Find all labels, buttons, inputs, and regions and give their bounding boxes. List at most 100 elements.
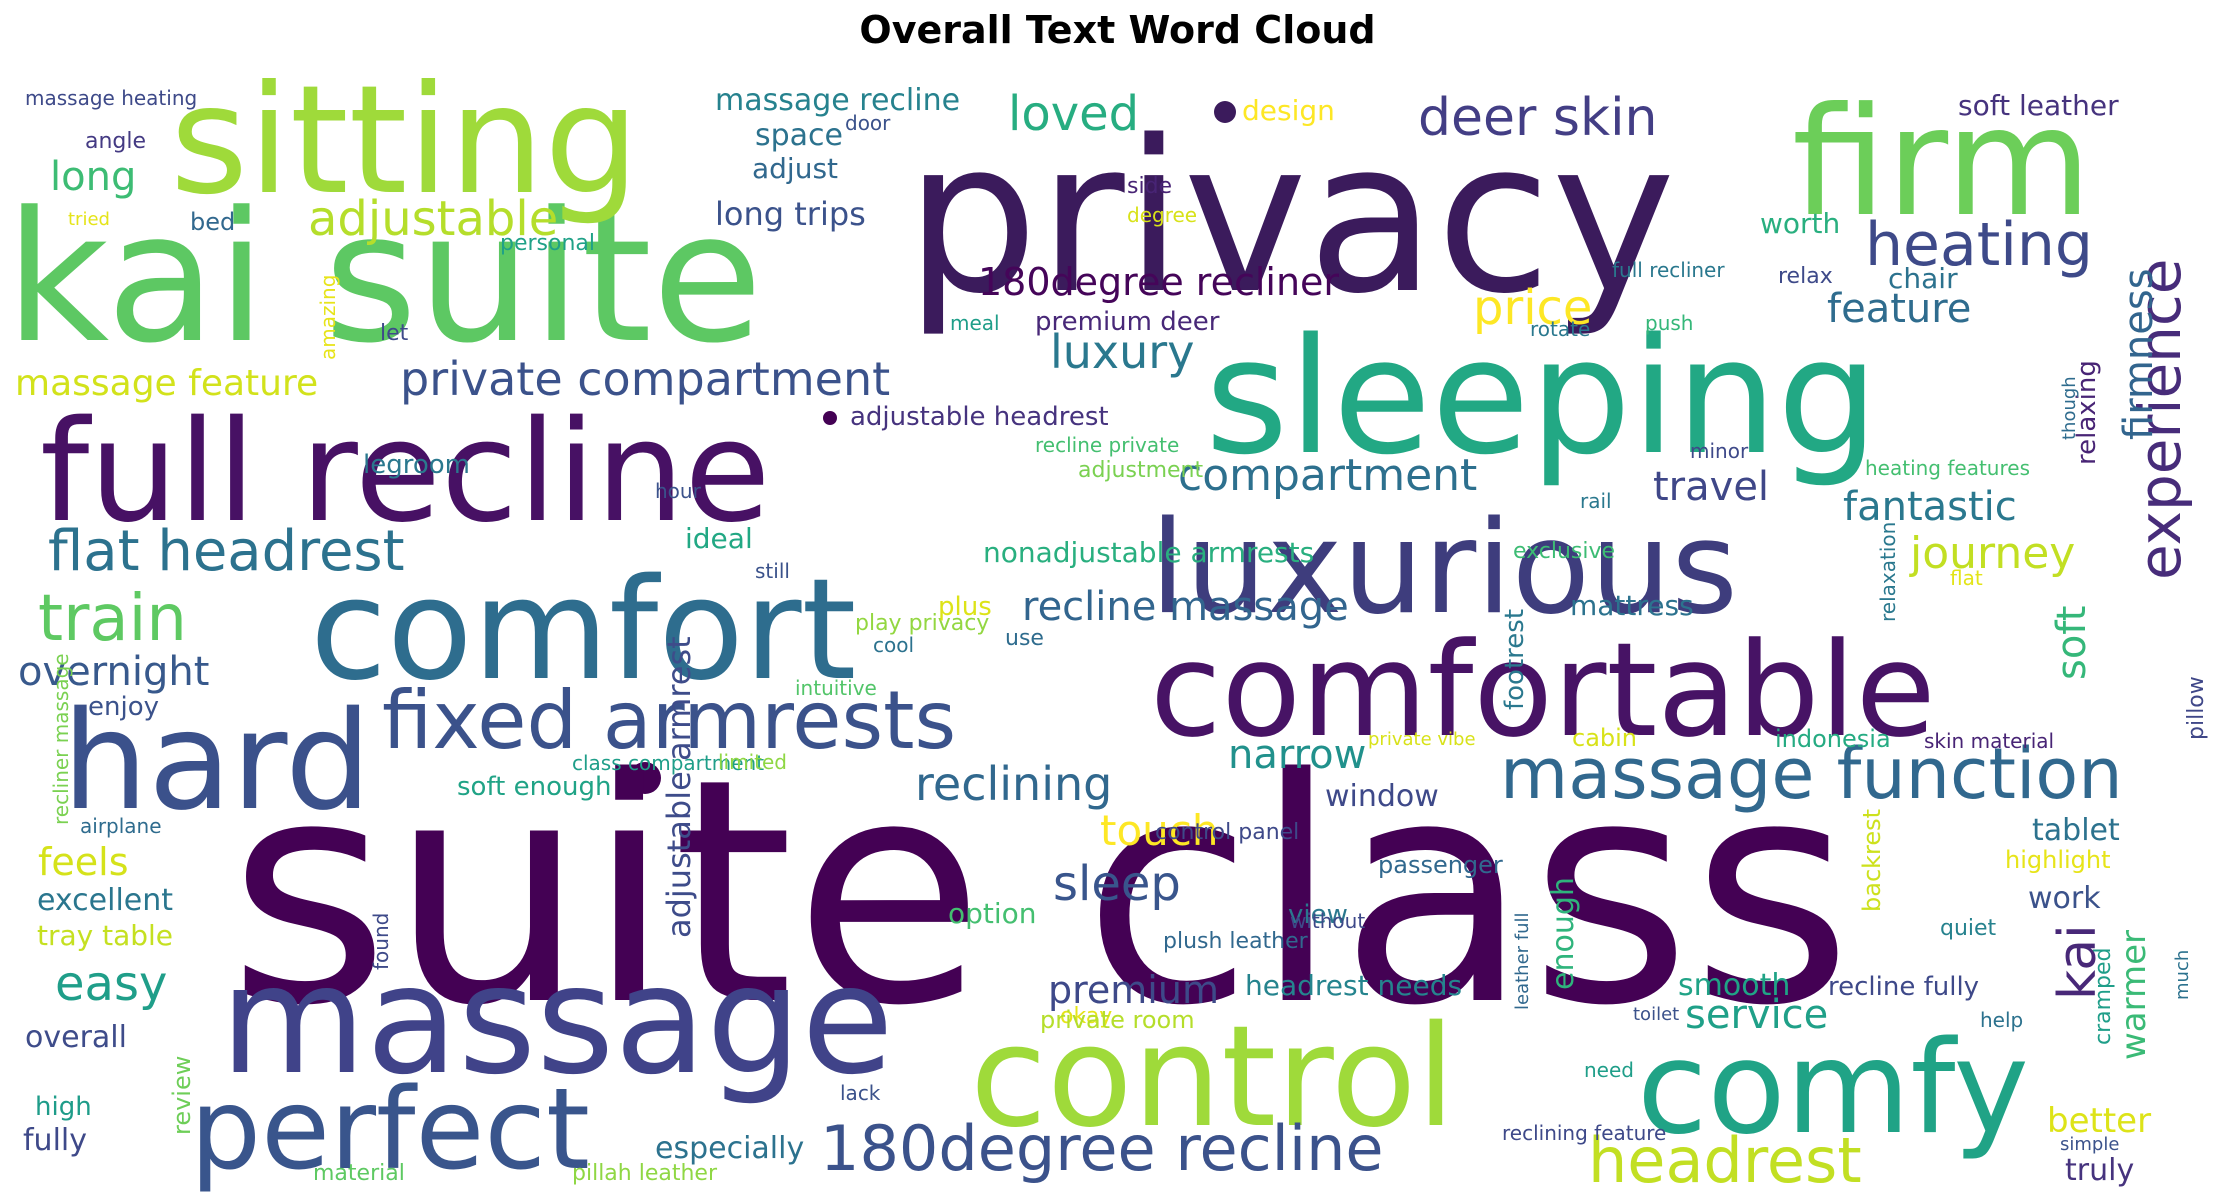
word-soft: soft: [2049, 606, 2095, 680]
word-degree: degree: [1127, 203, 1197, 227]
word-fully: fully: [23, 1123, 87, 1158]
word-angle: angle: [85, 129, 146, 154]
word-feature: feature: [1827, 286, 1971, 332]
word-plus: plus: [938, 592, 992, 622]
word-travel: travel: [1653, 464, 1769, 510]
word-full-recliner: full recliner: [1612, 258, 1725, 282]
word-rotate: rotate: [1530, 317, 1590, 341]
word-massage-function: massage function: [1500, 733, 2123, 815]
word-passenger: passenger: [1378, 851, 1503, 879]
word-recline-private: recline private: [1035, 433, 1179, 457]
word-adjustable-armrest: adjustable armrest: [660, 636, 698, 938]
word-headrest-needs: headrest needs: [1245, 969, 1462, 1002]
word-kai-suite: kai suite: [5, 174, 763, 383]
word-service: service: [1685, 992, 1828, 1038]
word-long-trips: long trips: [715, 195, 866, 233]
word-intuitive: intuitive: [795, 676, 877, 700]
word-deer-skin: deer skin: [1418, 88, 1658, 148]
word-bed: bed: [190, 208, 235, 236]
word-compartment: compartment: [1178, 450, 1477, 501]
word-price: price: [1473, 280, 1592, 336]
word-recliner-massage: recliner massage: [49, 653, 73, 825]
word-review: review: [168, 1056, 196, 1135]
word-narrow: narrow: [1228, 732, 1366, 778]
word-found: found: [369, 913, 393, 970]
word-limited: limited: [718, 750, 787, 774]
word-view: view: [1288, 900, 1348, 930]
word-side: side: [1127, 174, 1172, 199]
word-okay: okay: [1060, 1004, 1112, 1029]
word-control-panel: control panel: [1155, 820, 1299, 845]
word-though: though: [2059, 376, 2080, 440]
word-luxury: luxury: [1050, 325, 1194, 379]
word-soft-leather: soft leather: [1958, 89, 2119, 122]
word-pillah-leather: pillah leather: [572, 1161, 718, 1186]
decorative-dot: [629, 762, 661, 794]
word-suite-class: suite class: [228, 713, 1852, 1074]
word-push: push: [1645, 311, 1693, 335]
word-toilet: toilet: [1633, 1004, 1679, 1025]
word-massage: massage: [220, 934, 894, 1108]
word-simple: simple: [2060, 1134, 2119, 1155]
word-massage-recline: massage recline: [715, 83, 960, 118]
word-premium: premium: [1048, 968, 1219, 1012]
word-amazing: amazing: [316, 275, 340, 360]
word-heating: heating: [1865, 210, 2093, 280]
word-premium-deer: premium deer: [1035, 307, 1220, 337]
word-comfortable: comfortable: [1150, 614, 1936, 766]
word-perfect: perfect: [190, 1065, 590, 1195]
word-recline-fully: recline fully: [1828, 972, 1979, 1002]
word-smooth: smooth: [1678, 968, 1790, 1003]
word-experience: experience: [2126, 259, 2194, 580]
word-use: use: [1005, 626, 1044, 651]
word-train: train: [38, 582, 187, 656]
word-180degree-recline: 180degree recline: [820, 1112, 1384, 1185]
word-private-compartment: private compartment: [400, 352, 890, 406]
word-indonesia: indonesia: [1775, 725, 1891, 753]
word-sleep: sleep: [1053, 856, 1181, 912]
word-tray-table: tray table: [37, 919, 173, 952]
word-ideal: ideal: [685, 522, 753, 555]
word-play-privacy: play privacy: [855, 611, 989, 636]
word-help: help: [1980, 1008, 2023, 1032]
word-kai: kai: [2048, 924, 2108, 1000]
word-airplane: airplane: [80, 814, 162, 838]
word-soft-enough: soft enough: [457, 772, 611, 802]
word-truly: truly: [2065, 1153, 2134, 1188]
decorative-dot: [1214, 101, 1236, 123]
word-work: work: [2028, 881, 2101, 916]
word-better: better: [2047, 1101, 2151, 1141]
word-reclining: reclining: [915, 757, 1112, 811]
word-feels: feels: [38, 840, 129, 884]
word-relaxing: relaxing: [2072, 360, 2102, 465]
word-relax: relax: [1778, 264, 1833, 289]
word-leather-full: leather full: [1512, 912, 1533, 1010]
word-without: without: [1290, 909, 1365, 933]
word-firm: firm: [1792, 76, 2092, 250]
word-backrest: backrest: [1858, 809, 1886, 912]
word-highlight: highlight: [2005, 846, 2111, 874]
word-much: much: [2172, 950, 2193, 1000]
word-class-compartment: class compartment: [572, 751, 764, 775]
word-warmer: warmer: [2114, 930, 2154, 1060]
word-massage-heating: massage heating: [25, 86, 197, 110]
word-exclusive: exclusive: [1513, 539, 1615, 564]
word-firmness: firmness: [2116, 268, 2162, 440]
word-skin-material: skin material: [1924, 729, 2054, 753]
word-fixed-armrests: fixed armrests: [382, 674, 956, 767]
word-flat: flat: [1950, 566, 1983, 590]
word-loved: loved: [1008, 86, 1139, 142]
word-legroom: legroom: [363, 450, 470, 480]
word-space: space: [755, 118, 843, 153]
word-privacy: privacy: [905, 95, 1676, 340]
word-comfy: comfy: [1637, 1014, 2029, 1163]
word-cramped: cramped: [2091, 947, 2116, 1045]
chart-title: Overall Text Word Cloud: [859, 8, 1376, 52]
word-hour: hour: [655, 479, 702, 503]
word-comfort: comfort: [310, 549, 856, 712]
word-adjust: adjust: [752, 152, 838, 185]
decorative-dot: [823, 411, 837, 425]
word-control: control: [970, 996, 1455, 1159]
word-flat-headrest: flat headrest: [48, 519, 405, 584]
word-need: need: [1584, 1058, 1634, 1082]
